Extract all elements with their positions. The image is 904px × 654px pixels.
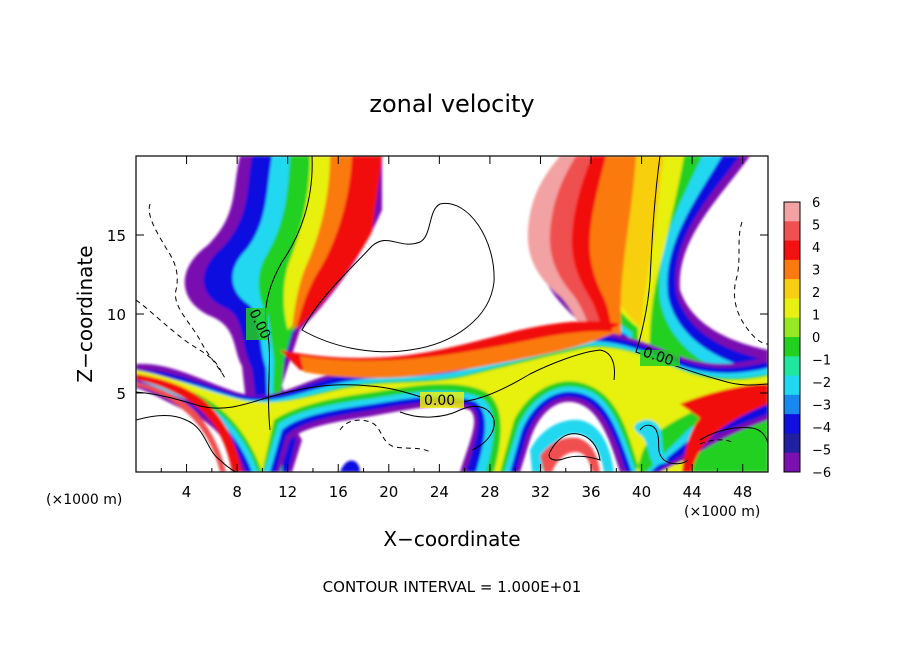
colorbar-label: 4 bbox=[812, 241, 820, 256]
colorbar-label: −2 bbox=[812, 376, 831, 391]
x-tick-label: 40 bbox=[632, 483, 651, 501]
contour-interval-text: CONTOUR INTERVAL = 1.000E+01 bbox=[323, 578, 582, 596]
x-tick-label: 36 bbox=[581, 483, 600, 501]
y-tick-label: 15 bbox=[107, 227, 126, 245]
colorbar-swatch bbox=[784, 202, 800, 222]
colorbar-swatch bbox=[784, 317, 800, 338]
x-tick-label: 32 bbox=[531, 483, 550, 501]
y-tick-label: 5 bbox=[116, 385, 126, 403]
colorbar-swatch bbox=[784, 433, 800, 454]
colorbar-swatch bbox=[784, 240, 800, 261]
colorbar-swatch bbox=[784, 356, 800, 377]
colorbar-label: −3 bbox=[812, 399, 831, 414]
colorbar-label: 6 bbox=[812, 196, 820, 211]
y-tick-label: 10 bbox=[107, 306, 126, 324]
contour-label-center: 0.00 bbox=[424, 393, 455, 409]
x-tick-label: 20 bbox=[379, 483, 398, 501]
x-tick-label: 48 bbox=[733, 483, 752, 501]
colorbar-label: 5 bbox=[812, 219, 820, 234]
colorbar-label: −5 bbox=[812, 444, 831, 459]
colorbar-label: −6 bbox=[812, 466, 831, 481]
colorbar-swatch bbox=[784, 259, 800, 280]
x-unit-label-left: (×1000 m) bbox=[46, 492, 122, 508]
x-tick-label: 16 bbox=[329, 483, 348, 501]
colorbar-label: 2 bbox=[812, 286, 820, 301]
y-axis-label: Z−coordinate bbox=[73, 245, 97, 382]
colorbar: 6 5 4 3 2 1 0 −1 −2 −3 −4 −5 −6 bbox=[783, 196, 831, 481]
colorbar-label: 3 bbox=[812, 264, 820, 279]
x-axis-label: X−coordinate bbox=[383, 527, 520, 551]
x-tick-label: 4 bbox=[182, 483, 192, 501]
colorbar-swatch bbox=[784, 414, 800, 434]
x-tick-label: 44 bbox=[683, 483, 702, 501]
colorbar-label: 0 bbox=[812, 331, 820, 346]
colorbar-swatch bbox=[784, 452, 800, 473]
x-tick-label: 12 bbox=[278, 483, 297, 501]
colorbar-swatch bbox=[784, 279, 800, 299]
colorbar-swatch bbox=[784, 337, 800, 357]
colorbar-swatch bbox=[784, 375, 800, 396]
x-tick-label: 24 bbox=[430, 483, 449, 501]
chart-title: zonal velocity bbox=[369, 90, 534, 118]
x-axis: 4 8 12 16 20 24 28 32 36 40 44 48 bbox=[160, 156, 752, 501]
x-tick-label: 8 bbox=[232, 483, 242, 501]
colorbar-swatch bbox=[784, 298, 800, 319]
colorbar-swatch bbox=[784, 394, 800, 415]
colorbar-label: −4 bbox=[812, 421, 831, 436]
x-unit-label-right: (×1000 m) bbox=[684, 504, 760, 520]
x-tick-label: 28 bbox=[480, 483, 499, 501]
velocity-field bbox=[136, 156, 768, 472]
colorbar-frame bbox=[783, 201, 801, 473]
colorbar-label: 1 bbox=[812, 309, 820, 324]
colorbar-swatch bbox=[784, 221, 800, 242]
y-axis: 5 10 15 bbox=[107, 227, 768, 403]
colorbar-label: −1 bbox=[812, 354, 831, 369]
